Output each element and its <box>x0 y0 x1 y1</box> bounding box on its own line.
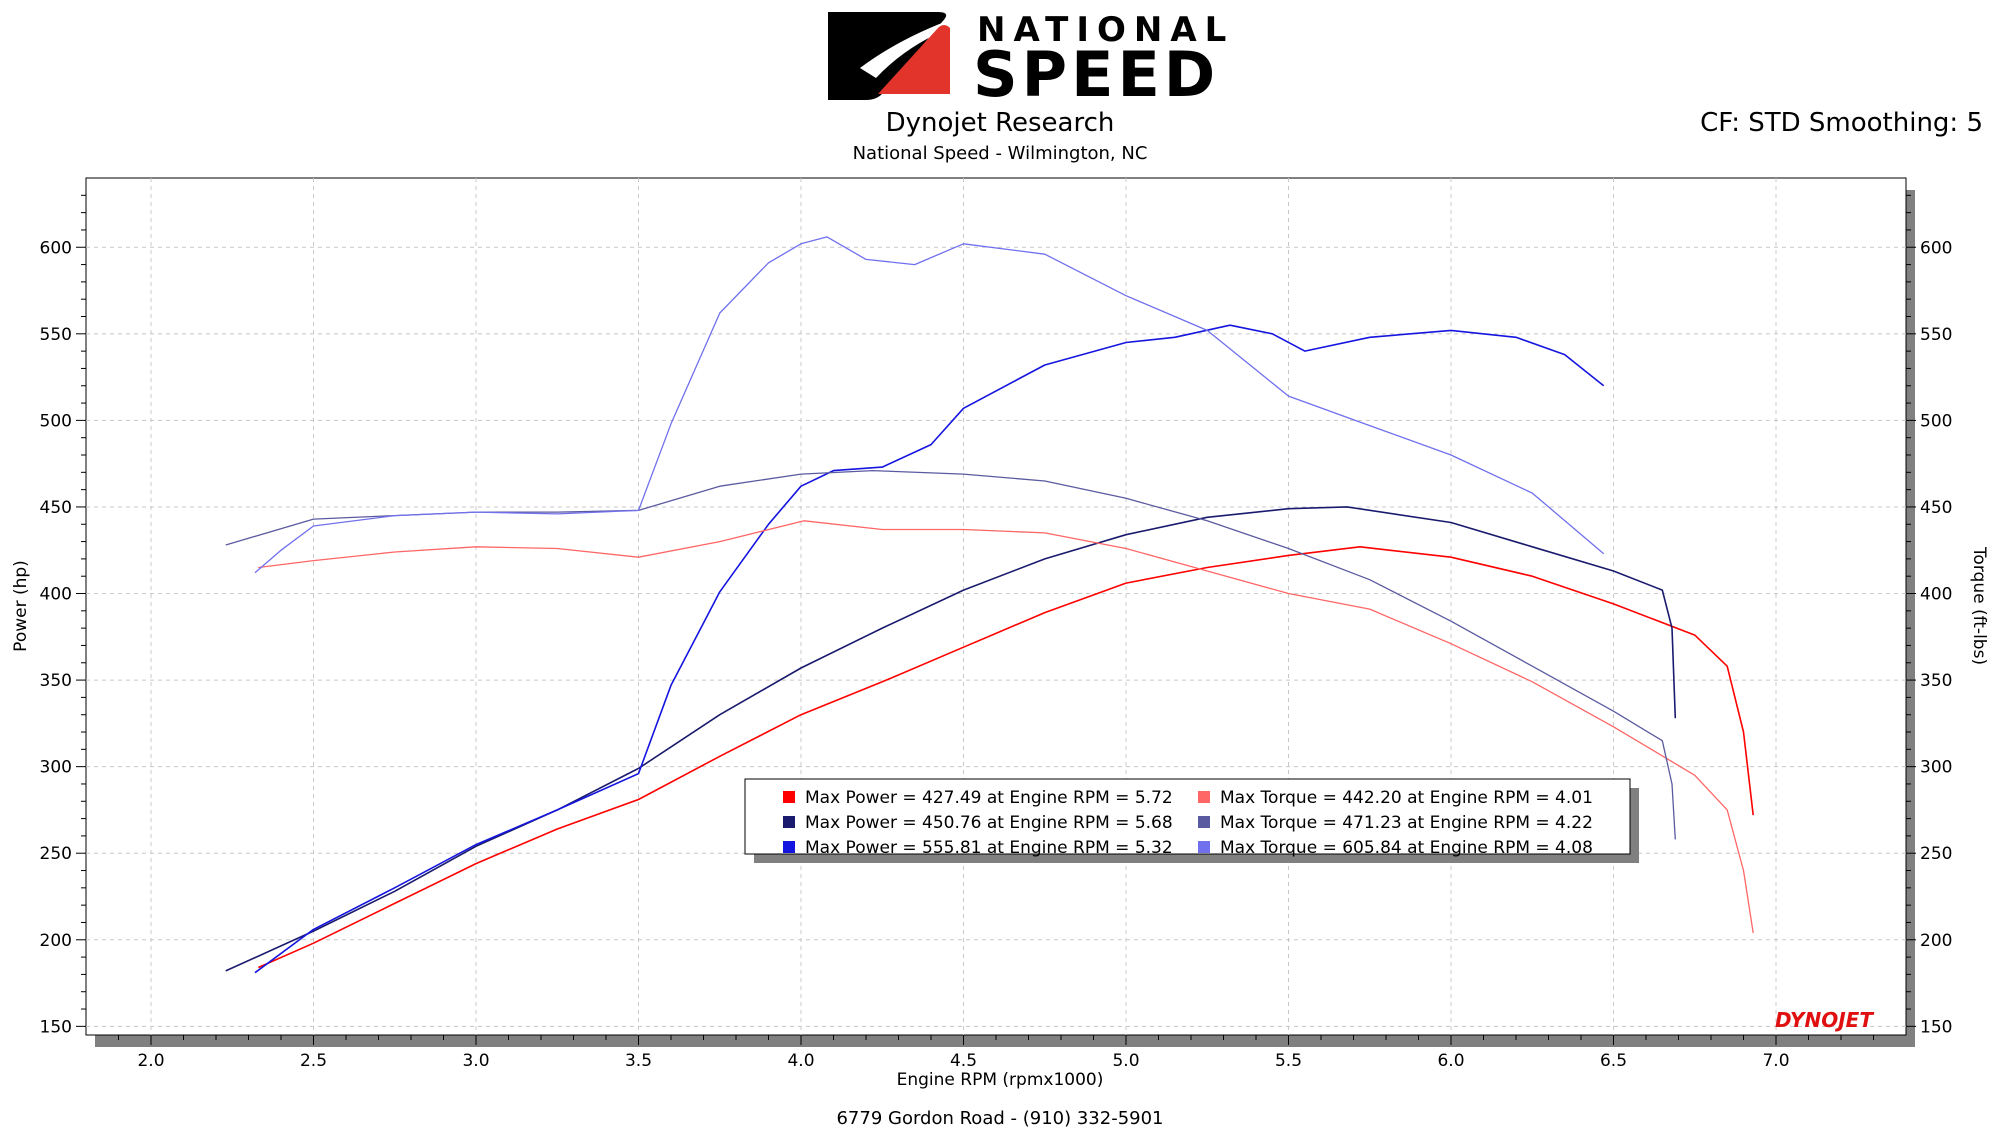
y2-tick-label: 450 <box>1920 498 1952 518</box>
series-line-4 <box>258 520 1754 933</box>
x-axis-title: Engine RPM (rpmx1000) <box>897 1070 1104 1090</box>
legend-swatch-3 <box>783 841 795 853</box>
x-tick-label: 3.5 <box>625 1051 652 1071</box>
y-tick-label: 350 <box>40 671 72 691</box>
y-tick-label: 400 <box>40 585 72 605</box>
x-tick-label: 6.5 <box>1600 1051 1627 1071</box>
legend-entry-5: Max Torque = 471.23 at Engine RPM = 4.22 <box>1220 813 1593 833</box>
plot-area <box>85 177 1907 1036</box>
footer-address: 6779 Gordon Road - (910) 332-5901 <box>836 1108 1164 1129</box>
x-tick-label: 3.0 <box>462 1051 489 1071</box>
y-axis-title: Power (hp) <box>11 560 31 652</box>
y-tick-label: 500 <box>40 411 72 431</box>
legend-entry-6: Max Torque = 605.84 at Engine RPM = 4.08 <box>1220 838 1593 858</box>
y-tick-label: 200 <box>40 931 72 951</box>
legend-entry-1: Max Power = 427.49 at Engine RPM = 5.72 <box>805 788 1173 808</box>
series-line-3 <box>254 324 1605 974</box>
x-tick-label: 4.5 <box>950 1051 977 1071</box>
national-speed-logo <box>828 12 955 100</box>
legend-entry-4: Max Torque = 442.20 at Engine RPM = 4.01 <box>1220 788 1593 808</box>
correction-factor-label: CF: STD Smoothing: 5 <box>1700 108 1983 138</box>
legend-swatch-1 <box>783 791 795 803</box>
x-tick-label: 6.0 <box>1437 1051 1464 1071</box>
y2-tick-label: 250 <box>1920 844 1952 864</box>
series-line-1 <box>257 545 1754 969</box>
axis-ticks: 2.0 2.5 3.0 3.5 4.0 4.5 5.0 5.5 6.0 6.5 7.0 150 150 2… <box>40 194 1952 1071</box>
legend-swatch-4 <box>1198 791 1210 803</box>
x-tick-label: 5.0 <box>1112 1051 1139 1071</box>
y2-axis-title: Torque (ft-lbs) <box>1969 546 1989 665</box>
x-tick-label: 5.5 <box>1275 1051 1302 1071</box>
y2-tick-label: 200 <box>1920 931 1952 951</box>
series-line-2 <box>225 506 1677 972</box>
y-tick-label: 600 <box>40 238 72 258</box>
legend-entry-3: Max Power = 555.81 at Engine RPM = 5.32 <box>805 838 1173 858</box>
x-tick-label: 7.0 <box>1762 1051 1789 1071</box>
legend-swatch-2 <box>783 816 795 828</box>
x-tick-label: 2.5 <box>300 1051 327 1071</box>
logo-text-national: NATIONAL <box>977 10 1235 50</box>
data-series <box>225 236 1754 974</box>
series-line-6 <box>254 236 1605 574</box>
legend-swatch-5 <box>1198 816 1210 828</box>
y-tick-label: 450 <box>40 498 72 518</box>
y-tick-label: 250 <box>40 844 72 864</box>
legend-swatch-6 <box>1198 841 1210 853</box>
y-tick-label: 300 <box>40 758 72 778</box>
logo-text-speed: SPEED <box>973 38 1220 111</box>
grid-lines <box>86 178 1906 1035</box>
dynojet-watermark: DYNOJET <box>1775 1008 1874 1032</box>
chart-title: Dynojet Research <box>885 108 1115 138</box>
y-tick-label: 150 <box>40 1017 72 1037</box>
x-tick-label: 4.0 <box>787 1051 814 1071</box>
chart-subtitle: National Speed - Wilmington, NC <box>852 143 1148 164</box>
y2-tick-label: 300 <box>1920 758 1952 778</box>
x-tick-label: 2.0 <box>137 1051 164 1071</box>
y2-tick-label: 500 <box>1920 411 1952 431</box>
legend-box <box>744 778 1631 855</box>
legend-entry-2: Max Power = 450.76 at Engine RPM = 5.68 <box>805 813 1173 833</box>
y2-tick-label: 150 <box>1920 1017 1952 1037</box>
y2-tick-label: 350 <box>1920 671 1952 691</box>
y-tick-label: 550 <box>40 325 72 345</box>
y2-tick-label: 550 <box>1920 325 1952 345</box>
y2-tick-label: 600 <box>1920 238 1952 258</box>
y2-tick-label: 400 <box>1920 585 1952 605</box>
legend: Max Power = 427.49 at Engine RPM = 5.72 M… <box>744 778 1639 863</box>
